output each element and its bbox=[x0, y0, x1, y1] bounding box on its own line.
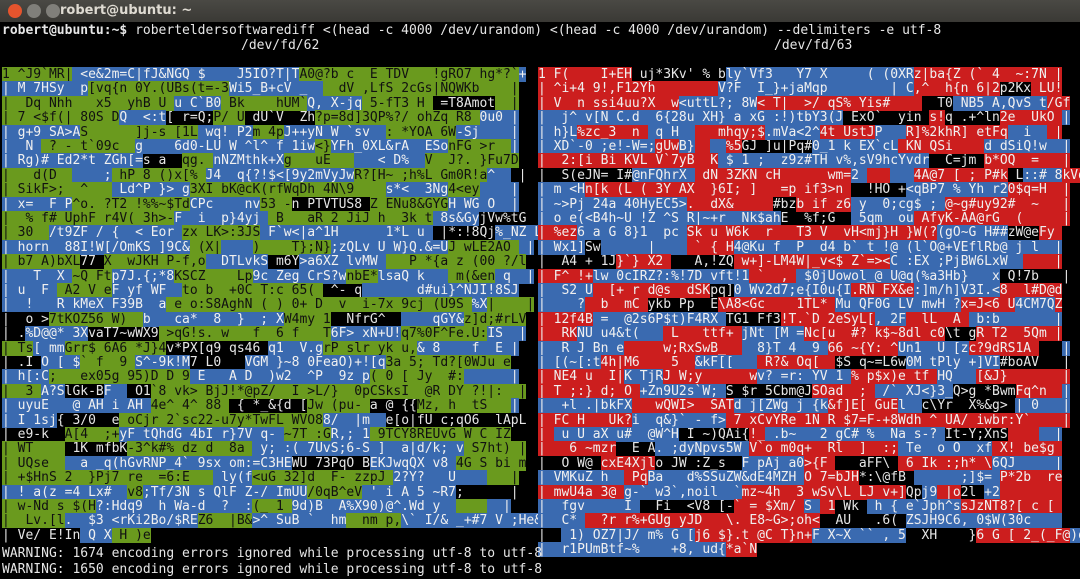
diff-row: | Rg)# Ed2*t ZGh[=s a qg. nNZMthk+Xg uE … bbox=[2, 153, 519, 169]
diff-row: | 30 /t9ZF / { < Eor zx LK>:3JS F`w<|a^1… bbox=[2, 225, 543, 241]
diff-row: | Ve/ E!In Q X H )e bbox=[2, 527, 151, 543]
diff-row: | SikF>; ^ Ld^P }> g3XI bK@cK(rfWqDh 4N\… bbox=[2, 182, 519, 198]
diff-row: | O W@ cxE4Xjlo JW :Z_s F pAj a0>{F aFF\… bbox=[538, 455, 1063, 471]
diff-row: | u U aX u# @W^H I ~)QAi{!_ .b~ 2 gC# % … bbox=[538, 427, 1063, 442]
title-bar: robert@ubuntu: ~ bbox=[0, 0, 1080, 22]
diff-row: | % f# UphF r4V( 3h>-F i p}4yj B aR 2 Ji… bbox=[2, 211, 527, 226]
diff-row: | FC H Uk?i q&}` - f> 7 xCvYRe 1N R $7=F… bbox=[538, 412, 1071, 428]
command: roberteldersoftwarediff <(head -c 4000 /… bbox=[135, 23, 942, 38]
diff-row: | T ;:} d; O +Zn9U2s`W; S $r 5Cbm@JSOad … bbox=[538, 383, 1071, 399]
prompt: robert@ubuntu:~$ bbox=[2, 23, 128, 38]
diff-row: | w-Nd s $(H?:Hdq9 h Wa-d ? :(_ 1 9d)B A… bbox=[2, 499, 511, 514]
diff-row: | 12f4B = @2s6P$t)F4RX TG1 Ff3!T.`D 2eSy… bbox=[538, 311, 1063, 327]
diff-row: | [(~[:t4h|M6 5 &kF[[ R?& Oq[ $S q~=L6w0… bbox=[538, 355, 1071, 370]
diff-row: | o e(<B4h~U !Z ^S R|~+r Nk$ahE %f;G 5qm… bbox=[538, 211, 1071, 226]
left-header: /dev/fd/62 bbox=[241, 38, 320, 53]
diff-row: | I 1sj{ 3/0 e oCjr 2`sc22-u7y*TwFL WVO8… bbox=[2, 412, 527, 428]
diff-row: | +$HnS 2 }Pj7 re =6:E ly(f<uG 32]d F- z… bbox=[2, 470, 519, 486]
diff-row: | 7 <$f(| 80S DQ <:t[ r=Q;P/ U dU`V Zh?p… bbox=[2, 110, 519, 126]
diff-row: | .I O [ $` f 9 S^-9k!M7 L0 VGM }~8 0Fea… bbox=[2, 355, 511, 370]
diff-row: | F^ !+lw 0cIRZ?:%!7D vft!1 ` , $0jUowol… bbox=[538, 268, 1071, 284]
diff-row: | g+9 SA>AS ]j-s [1L wq! P2m 4pJ++yN W `… bbox=[2, 124, 519, 140]
diff-row: | h}L%zc_3 n q H mhqy;$.mVa<2^4t UstJP R… bbox=[538, 124, 1063, 140]
diff-row: | u F A2 V eF yf WF to b +0C T:c 65( ^- … bbox=[2, 283, 519, 298]
diff-row: | UQse a _q(hGvRNP_4` 9sx om:=C3HEWU 73P… bbox=[2, 455, 527, 471]
diff-row: | VMKuZ h PqBa d%SSuZW&dE4MZH O 7=bJH*:\… bbox=[538, 470, 1063, 486]
diff-row: | uyuE @ AH i AH 4e^ 4^ 88 { *_&{d [Jw (… bbox=[2, 398, 519, 414]
diff-row: | ^i+4 9!,F12Yh V?F I_}+jaMqp | C,^ h{n … bbox=[538, 81, 1063, 97]
diff-row: | R J Bn e w;RxSwB_ 8}T 4 9 66 ~{Y: ^Un1… bbox=[538, 340, 1071, 356]
window-title: robert@ubuntu: ~ bbox=[60, 3, 193, 18]
diff-row: | mwU4a 3@ g-` w3`,noil `mz~4h 3 wSv\L L… bbox=[538, 484, 1063, 501]
diff-row: | RKNU u4&t( L ttf+ jNt [M =Nc[u #? k$~8… bbox=[538, 326, 1063, 342]
diff-row: | Ts[ mmGrr$ 6A6 *J}4v*PX[q9 qs46 q1 V.g… bbox=[2, 340, 519, 356]
diff-row: | ! a(z =4 Lx# v8;Tf/3N s QlF Z-/ ImUU/0… bbox=[2, 484, 519, 500]
diff-row: | m <Hn[k (L ( 3Y AX }6I; ] =p if3>n !HO… bbox=[538, 182, 1071, 198]
diff-row: | V n ssi4uu?X w<uttL?; 8W< T| >/ qS% Yi… bbox=[538, 95, 1071, 111]
warning-line: WARNING: 1674 encoding errors ignored wh… bbox=[2, 546, 543, 561]
diff-row: | Dq Nhh x5 yhB U u C`B0 Bk hUM`Q, X-jq … bbox=[2, 95, 519, 111]
diff-row: | ? b mC ykb Pp E\A8<Gc 1TL* Mu QF0G LV … bbox=[538, 297, 1063, 313]
diff-row: | o >7tKOZ56 W) b ca* 8 } ; XW4my 1 NfrG… bbox=[2, 311, 527, 327]
diff-row: 1 ^J9`MR| <e&2m=C|fJ&NGQ $ J5IO?T|TA0@?b… bbox=[2, 67, 527, 82]
diff-row: | %ez6 a G 8}1 pc Sk u W6k r T3 V vH<mj}… bbox=[538, 225, 1063, 241]
diff-row: | r1PUmBtf~% +8, ud{*a`N bbox=[538, 542, 758, 558]
diff-row: | j^ v[N C.d 6{28u XH} a xG :!)tbY3(J Ex… bbox=[538, 110, 1071, 126]
diff-row: | ! R kMeX F39B a e o:S8AghN ( ) 0+ D v … bbox=[2, 297, 535, 313]
diff-row: | N ? - t`09c g 6d0-LU W ^l^ f 1iw<}YFh_… bbox=[2, 139, 519, 154]
diff-row: 1 F( I+EH uj*3Kv' % bly`Vf3 Y7 X ( (0XRz… bbox=[538, 67, 1063, 82]
diff-row: | x= F P^o. ?T2 !%%~$TdCPc nv53 -n PTVTU… bbox=[2, 196, 519, 212]
diff-row: | 3 A?SlGk-BF O1`8 vk> BjJ!*@pZ/ I >L/} … bbox=[2, 383, 527, 399]
diff-row: | XD`-0 ;e!-W=;gUwB} %5GJ ]u|Pq#0_1 k EX… bbox=[538, 139, 1071, 154]
diff-row: | Wx1]Sw | ` { H4@Ku f P d4 b` t !@ (l`O… bbox=[538, 239, 1063, 255]
diff-row: | M 7HSy p[vq{n 0Y.(UBs(t=-3Wi5_B+cV _ d… bbox=[2, 81, 519, 97]
right-header: /dev/fd/63 bbox=[774, 38, 853, 53]
diff-row: | e9-k A[4 ;+yF tQhdG 4bI r}7V q- ~7T :G… bbox=[2, 427, 511, 442]
command-line: robert@ubuntu:~$ roberteldersoftwarediff… bbox=[2, 23, 941, 39]
diff-row: | .%D@@* 3XvaT7~wWX9 >qG!s. w f 6 f T6F>… bbox=[2, 326, 527, 342]
diff-row: | horn 88I!W[/OmKS ]9C& (X| ) T};N};zQLv… bbox=[2, 239, 535, 255]
diff-row: | C* ?r r%+GUg yJD \. E8~G>;oh< AU .6( Z… bbox=[538, 513, 1063, 529]
diff-row: | S2 U [+ r d@s dSKpq]0 Wv2d7;e{I0u{I.RN… bbox=[538, 283, 1063, 298]
warning-line: WARNING: 1650 encoding errors ignored wh… bbox=[2, 561, 543, 577]
diff-row: | T X ~Q Ftp7J.{;*8KSCZ Lp9c Zeg CrS?wnb… bbox=[2, 268, 535, 284]
diff-row: | NE4 u I|K TjRJ W;y wv? =r: YV 1 % p$x)… bbox=[538, 369, 1071, 385]
diff-row: | ~>Pj 24a 40HyEC5>. dX& #bzb if z6 y 0;… bbox=[538, 196, 1071, 212]
maximize-button[interactable] bbox=[46, 4, 60, 18]
close-button[interactable] bbox=[8, 4, 22, 18]
diff-row: | h[:C; ex05g 95)D D 9 E A D )w2 ^P 9z p… bbox=[2, 369, 519, 385]
diff-row: | Lv.[l. $3 <rKi2Bo/$REZ6 |B&>^ SuB ` hm… bbox=[2, 513, 543, 529]
diff-row: | WT 1K mfbK-3^k#% dz d 8a y; :( 7UvS;6-… bbox=[2, 441, 527, 457]
diff-row: | d(D ; hP 8 ()x[% J4 q{?!$<[9y2mVyJwR?[… bbox=[2, 167, 527, 183]
diff-row: | b7 A)bXL77 X wJKH P-f,o DTLvkS m6Y>a6X… bbox=[2, 254, 527, 270]
diff-row: | 6 ~mzr E A. ;dyNpvs5W V`o m0q+ Rl ] :;… bbox=[538, 441, 1063, 457]
diff-row: | 2:[i Bi KVL V`7yB K $ 1 ; z9z#TH v%,sV… bbox=[538, 153, 1071, 169]
diff-row: | A4 + 1J}`} X2 A,!ZQ w+]-LM4W|_v<$ Z`=>… bbox=[538, 254, 1063, 270]
diff-row: | fgv I Fi <V8 [-` = $Xm/ S 1 Wk h { e`J… bbox=[538, 499, 1063, 514]
diff-row: | +l .|bkFX wQWI> SATd j[ZWg j {k&f]E[ G… bbox=[538, 398, 1071, 414]
minimize-button[interactable] bbox=[27, 4, 41, 18]
diff-row: | S(eJN= I#@nFQhrX dN 3ZKN cH wm=2 4A@7 … bbox=[538, 167, 1080, 184]
diff-row: | 1) OZ7|J/ m% G [j6 $}.t @C T}n+F X~X `… bbox=[538, 527, 1080, 544]
